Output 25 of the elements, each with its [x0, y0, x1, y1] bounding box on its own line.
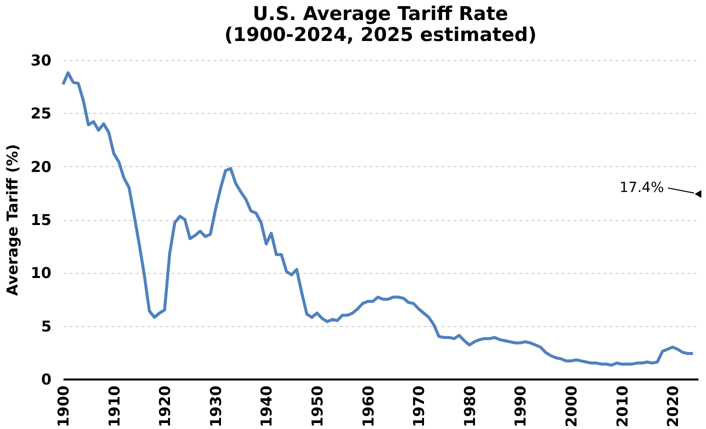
x-tick-label: 1940 — [258, 386, 276, 428]
x-tick-label: 2020 — [664, 386, 682, 428]
x-tick-label: 1910 — [105, 386, 124, 428]
x-tick-label: 1930 — [206, 386, 225, 428]
annotation: 17.4% — [620, 180, 664, 196]
y-tick-label: 5 — [41, 317, 52, 336]
y-tick-label: 25 — [30, 104, 52, 123]
x-tick-label: 1990 — [512, 386, 530, 428]
x-tick-label: 1920 — [156, 386, 174, 428]
text: (1900-2024, 2025 estimated) — [224, 24, 537, 46]
x-tick-label: 1950 — [308, 386, 326, 428]
line-series — [62, 71, 694, 367]
text: U.S. Average Tariff Rate — [252, 3, 508, 25]
y-tick-label: 0 — [41, 370, 52, 388]
y-tick-label: 15 — [30, 211, 52, 229]
x-tick-label: 1970 — [410, 386, 428, 428]
y-tick-label: 30 — [30, 52, 52, 70]
y-tick-label: 20 — [30, 158, 52, 176]
x-tick-label: 1980 — [460, 386, 479, 428]
y-tick-label: 10 — [30, 264, 52, 282]
x-tick-label: 1960 — [359, 386, 378, 428]
y-axis-title: Average Tariff (%) — [4, 144, 22, 296]
x-tick-label: 2010 — [613, 386, 632, 428]
x-tick-label: 2000 — [562, 386, 580, 428]
x-tick-label: 1900 — [54, 386, 72, 428]
